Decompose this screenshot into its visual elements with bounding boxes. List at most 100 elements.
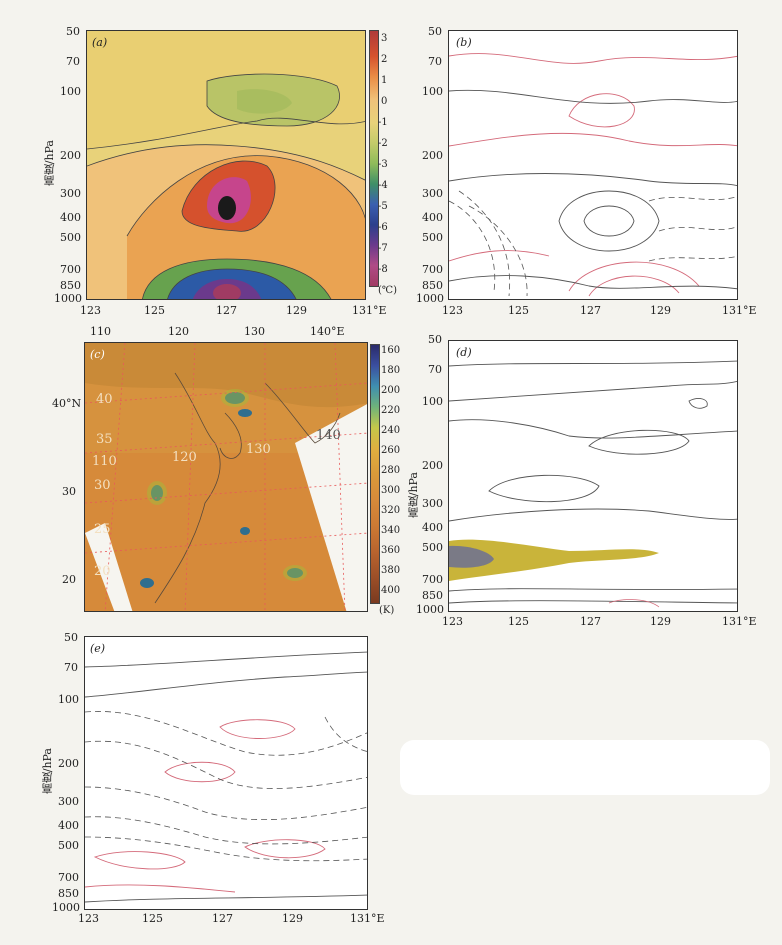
c-lon-130: 130 bbox=[244, 325, 265, 338]
ptick-d-850: 850 bbox=[422, 589, 443, 602]
lontick-e-123: 123 bbox=[78, 912, 99, 925]
ptick-a-200: 200 bbox=[60, 149, 81, 162]
ptick-a-100: 100 bbox=[60, 85, 81, 98]
cb-c-240: 240 bbox=[381, 425, 401, 436]
ptick-b-850: 850 bbox=[422, 279, 443, 292]
cb-c-260: 260 bbox=[381, 445, 401, 456]
ptick-d-500: 500 bbox=[422, 541, 443, 554]
ptick-b-500: 500 bbox=[422, 231, 443, 244]
panel-d: 高度/hPa 50 70 100 200 300 400 500 700 850… bbox=[400, 322, 782, 627]
panel-a: 高度/hPa 50 70 100 200 300 400 500 700 850… bbox=[0, 0, 400, 320]
cb-a-m8: -8 bbox=[378, 264, 388, 275]
panel-d-ylabel: 高度/hPa bbox=[407, 472, 420, 519]
lontick-b-123: 123 bbox=[442, 304, 463, 317]
c-lat-30: 30 bbox=[62, 485, 76, 498]
lontick-d-131: 131°E bbox=[722, 615, 757, 628]
panel-e-ylabel: 高度/hPa bbox=[41, 748, 54, 795]
cb-a-m7: -7 bbox=[378, 243, 388, 254]
lontick-b-131: 131°E bbox=[722, 304, 757, 317]
panel-b-plot bbox=[448, 30, 738, 300]
panel-c-map bbox=[84, 342, 368, 612]
panel-d-label: (d) bbox=[456, 346, 472, 359]
ptick-e-1000: 1000 bbox=[52, 901, 80, 914]
c-grid-140: 140 bbox=[316, 428, 341, 443]
cb-a-m4: -4 bbox=[378, 180, 388, 191]
panel-e-label: (e) bbox=[90, 642, 106, 655]
ptick-e-500: 500 bbox=[58, 839, 79, 852]
ptick-a-70: 70 bbox=[66, 55, 80, 68]
ptick-e-850: 850 bbox=[58, 887, 79, 900]
c-grid-120: 120 bbox=[172, 450, 197, 465]
lontick-e-125: 125 bbox=[142, 912, 163, 925]
ptick-b-1000: 1000 bbox=[416, 292, 444, 305]
panel-a-plot bbox=[86, 30, 366, 300]
lontick-d-123: 123 bbox=[442, 615, 463, 628]
panel-b-label: (b) bbox=[456, 36, 472, 49]
ptick-b-400: 400 bbox=[422, 211, 443, 224]
cb-c-unit: (K) bbox=[379, 605, 395, 616]
ptick-b-50: 50 bbox=[428, 25, 442, 38]
c-grid-110: 110 bbox=[92, 454, 117, 469]
ptick-d-100: 100 bbox=[422, 395, 443, 408]
c-lon-120: 120 bbox=[168, 325, 189, 338]
cb-c-300: 300 bbox=[381, 485, 401, 496]
lontick-a-129: 129 bbox=[286, 304, 307, 317]
c-grid-20: 20 bbox=[94, 564, 111, 579]
ptick-a-400: 400 bbox=[60, 211, 81, 224]
c-grid-35: 35 bbox=[96, 432, 113, 447]
ptick-e-50: 50 bbox=[64, 631, 78, 644]
cb-c-380: 380 bbox=[381, 565, 401, 576]
panel-d-contours bbox=[449, 360, 737, 608]
ptick-a-1000: 1000 bbox=[54, 292, 82, 305]
cb-c-340: 340 bbox=[381, 525, 401, 536]
panel-e: 高度/hPa 50 70 100 200 300 400 500 700 850… bbox=[0, 628, 400, 928]
ptick-d-70: 70 bbox=[428, 363, 442, 376]
ptick-b-100: 100 bbox=[422, 85, 443, 98]
cb-a-m1: -1 bbox=[378, 117, 388, 128]
cb-c-200: 200 bbox=[381, 385, 401, 396]
cb-c-160: 160 bbox=[381, 345, 401, 356]
lontick-a-127: 127 bbox=[216, 304, 237, 317]
c-grid-130: 130 bbox=[246, 442, 271, 457]
ptick-e-400: 400 bbox=[58, 819, 79, 832]
cb-a-m5: -5 bbox=[378, 201, 388, 212]
ptick-e-100: 100 bbox=[58, 693, 79, 706]
lontick-a-125: 125 bbox=[144, 304, 165, 317]
ptick-b-70: 70 bbox=[428, 55, 442, 68]
cb-a-m3: -3 bbox=[378, 159, 388, 170]
lontick-d-129: 129 bbox=[650, 615, 671, 628]
cb-c-360: 360 bbox=[381, 545, 401, 556]
cb-a-1: 1 bbox=[381, 75, 388, 86]
ptick-d-400: 400 bbox=[422, 521, 443, 534]
lontick-d-125: 125 bbox=[508, 615, 529, 628]
ptick-d-1000: 1000 bbox=[416, 603, 444, 616]
cb-c-280: 280 bbox=[381, 465, 401, 476]
panel-c: 110 120 130 140°E 40°N 30 20 bbox=[0, 322, 400, 627]
cb-a-0: 0 bbox=[381, 96, 388, 107]
ptick-e-700: 700 bbox=[58, 871, 79, 884]
panel-c-satellite bbox=[85, 343, 367, 611]
panel-b: 50 70 100 200 300 400 500 700 850 1000 bbox=[400, 0, 782, 320]
cb-a-unit: (℃) bbox=[378, 285, 397, 296]
lontick-e-131: 131°E bbox=[350, 912, 385, 925]
cb-a-m2: -2 bbox=[378, 138, 388, 149]
lontick-b-125: 125 bbox=[508, 304, 529, 317]
ptick-e-200: 200 bbox=[58, 757, 79, 770]
ptick-b-300: 300 bbox=[422, 187, 443, 200]
cb-a-2: 2 bbox=[381, 54, 388, 65]
panel-e-contours bbox=[85, 651, 367, 903]
lontick-d-127: 127 bbox=[580, 615, 601, 628]
lontick-a-123: 123 bbox=[80, 304, 101, 317]
lontick-b-127: 127 bbox=[580, 304, 601, 317]
panel-d-plot bbox=[448, 340, 738, 612]
ptick-a-300: 300 bbox=[60, 187, 81, 200]
ptick-a-850: 850 bbox=[60, 279, 81, 292]
cb-a-m6: -6 bbox=[378, 222, 388, 233]
ptick-e-300: 300 bbox=[58, 795, 79, 808]
redaction-mark bbox=[400, 740, 770, 795]
c-lat-20: 20 bbox=[62, 573, 76, 586]
panel-e-plot bbox=[84, 636, 368, 910]
cb-c-220: 220 bbox=[381, 405, 401, 416]
panel-c-colorbar bbox=[370, 344, 380, 604]
c-grid-30: 30 bbox=[94, 478, 111, 493]
